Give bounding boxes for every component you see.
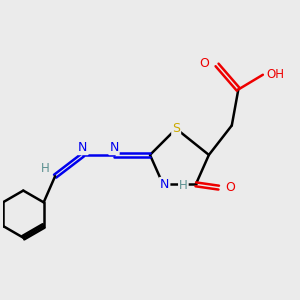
- Text: N: N: [78, 141, 88, 154]
- Text: H: H: [41, 163, 50, 176]
- Text: N: N: [109, 141, 119, 154]
- Text: OH: OH: [266, 68, 284, 81]
- Text: H: H: [179, 179, 188, 193]
- Text: N: N: [160, 178, 169, 191]
- Text: S: S: [172, 122, 180, 135]
- Text: O: O: [225, 181, 235, 194]
- Text: O: O: [200, 57, 210, 70]
